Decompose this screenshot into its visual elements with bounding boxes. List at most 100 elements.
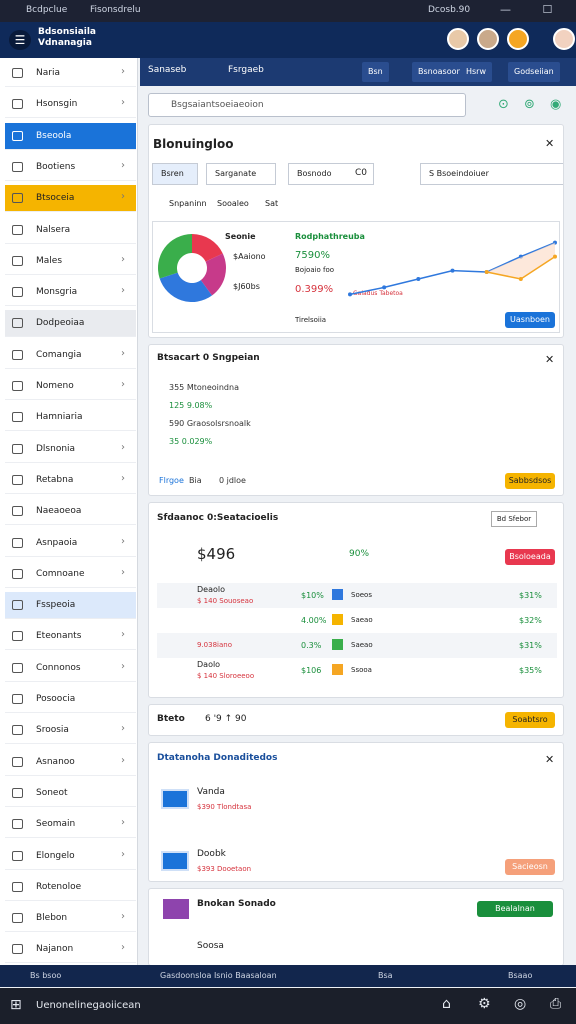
close[interactable]: ✕	[545, 353, 555, 366]
menu-button[interactable]: ☰	[9, 30, 31, 50]
avatar[interactable]	[507, 28, 529, 50]
trend-stat: 7590%	[295, 250, 330, 261]
field[interactable]: Bosnodo	[288, 163, 374, 185]
sidebar-item[interactable]: Eteonants ›	[5, 623, 136, 651]
item-icon	[12, 193, 23, 204]
sidebar-item[interactable]: Seomain ›	[5, 811, 136, 839]
item-label: Sroosia	[36, 725, 69, 736]
avatar[interactable]	[477, 28, 499, 50]
select[interactable]: S Bsoeindoiuer	[420, 163, 563, 185]
trend-title: Rodphathreuba	[295, 232, 365, 241]
sidebar-item[interactable]: Monsgria ›	[5, 279, 136, 307]
start-button[interactable]: ⊞	[10, 997, 22, 1013]
chevron: ›	[121, 285, 125, 297]
footer-label: Flrgoe	[159, 476, 184, 485]
sidebar-item[interactable]: Soneot	[5, 779, 136, 807]
tray-icon[interactable]: ⎙	[550, 996, 562, 1012]
sidebar-item[interactable]: Comnoane ›	[5, 560, 136, 588]
action-button[interactable]: Bealalnan	[477, 901, 553, 917]
item-label: Btsoceia	[36, 193, 75, 204]
sidebar-item[interactable]: Connonos ›	[5, 654, 136, 682]
status-item[interactable]: Bs bsoo	[30, 971, 62, 980]
sidebar-item[interactable]: Nomeno ›	[5, 373, 136, 400]
sidebar-item[interactable]: Hamniaria	[5, 404, 136, 432]
taskbar-label: Uenonelinegaoiicean	[36, 1000, 141, 1011]
close[interactable]: ✕	[545, 753, 555, 766]
card-title: Sfdaanoc 0:Seatacioelis	[157, 513, 279, 523]
status-item[interactable]: Gasdoonsloa Isnio Baasaloan	[160, 971, 277, 980]
filter-tab[interactable]: Sarganate	[206, 163, 276, 185]
dropdown[interactable]: Bd Sfebor	[491, 511, 537, 527]
status-item[interactable]: Bsa	[378, 971, 393, 980]
footer-label: 0 jdloe	[219, 476, 246, 485]
icon-button[interactable]: ⊚	[524, 97, 535, 112]
chevron: ›	[121, 660, 125, 672]
action-button[interactable]: Sacieosn	[505, 859, 555, 875]
sidebar-item[interactable]: Nalsera	[5, 216, 136, 244]
item-icon	[12, 255, 23, 266]
table-row: Daolo $ 140 Sloroeeoo $106 Ssooa $35%	[157, 658, 557, 683]
sidebar-item[interactable]: Posoocia	[5, 686, 136, 713]
icon-button[interactable]: ◉	[550, 97, 562, 112]
sidebar-item[interactable]: Naria ›	[5, 60, 136, 87]
sidebar-item[interactable]: Dodpeoiaa	[5, 310, 136, 338]
toolbar-button[interactable]: Hsrw	[460, 62, 493, 82]
chevron: ›	[121, 347, 125, 359]
item-label: Naeaoeoa	[36, 506, 82, 517]
sidebar-item[interactable]: Najanon ›	[5, 936, 136, 964]
row-swatch	[332, 639, 343, 650]
card: Btsacart 0 Sngpeian ✕ 355 Mtoneoindna 125 9…	[148, 344, 564, 496]
sidebar-item[interactable]: Rotenoloe	[5, 873, 136, 901]
avatar[interactable]	[553, 28, 575, 50]
action-button[interactable]: Uasnboen	[505, 312, 555, 328]
filter-tab[interactable]: Bsren	[152, 163, 198, 185]
status-bar: Bs bsoo Gasdoonsloa Isnio Baasaloan Bsa Bsa…	[0, 965, 576, 987]
sidebar-item[interactable]: Blebon ›	[5, 905, 136, 933]
sidebar-item[interactable]: Elongelo ›	[5, 842, 136, 870]
status-item[interactable]: Bsaao	[508, 971, 533, 980]
filter-label: Sooaleo	[217, 199, 249, 208]
row-pct: $10%	[301, 591, 324, 600]
close[interactable]: ✕	[545, 137, 555, 150]
sidebar-item[interactable]: Bootiens ›	[5, 153, 136, 181]
tray-icon[interactable]: ⌂	[442, 996, 451, 1012]
sidebar-item[interactable]: Naeaoeoa	[5, 498, 136, 526]
sidebar-item[interactable]: Retabna ›	[5, 466, 136, 494]
toolbar-button[interactable]: Bsn	[362, 62, 389, 82]
alert-button[interactable]: Bsoloeada	[505, 549, 555, 565]
chevron: ›	[121, 191, 125, 203]
item-icon	[12, 506, 23, 517]
sidebar-item[interactable]: Dlsnonia ›	[5, 435, 136, 463]
item-icon	[12, 318, 23, 329]
tab[interactable]: Fsrgaeb	[228, 65, 264, 75]
sidebar-item[interactable]: Btsoceia ›	[5, 185, 136, 213]
item-label: Retabna	[36, 474, 74, 485]
sidebar-item[interactable]: Hsonsgin ›	[5, 91, 136, 119]
card: Bnokan Sonado Soosa Bealalnan	[148, 888, 564, 966]
sidebar-item[interactable]: Sroosia ›	[5, 717, 136, 745]
sidebar-item[interactable]: Bseoola	[5, 122, 136, 150]
sidebar-item[interactable]: Comangia ›	[5, 341, 136, 369]
chevron: ›	[121, 472, 125, 484]
tray-icon[interactable]: ⚙	[478, 996, 491, 1012]
sidebar-item[interactable]: Males ›	[5, 247, 136, 275]
sidebar-item[interactable]: Asnanoo ›	[5, 748, 136, 776]
chevron: ›	[121, 66, 125, 77]
tab[interactable]: Sanaseb	[148, 65, 187, 75]
sidebar-item[interactable]: Asnpaoia ›	[5, 529, 136, 557]
tray-icon[interactable]: ◎	[514, 996, 527, 1012]
tab-name[interactable]: Fisonsdrelu	[90, 5, 141, 15]
search-box[interactable]: Bsgsaiantsoeiaeoion	[148, 93, 466, 117]
taskbar: ⊞ Uenonelinegaoiicean ⌂ ⚙ ◎ ⎙	[0, 988, 576, 1024]
donut-title: Seonie	[225, 232, 256, 241]
icon-button[interactable]: ⊙	[498, 97, 509, 112]
trend-note: Bojoaio foo	[295, 266, 335, 274]
toolbar-button[interactable]: Godseiian	[508, 62, 560, 82]
avatar[interactable]	[447, 28, 469, 50]
action-button[interactable]: Soabtsro	[505, 712, 555, 728]
item-icon	[12, 224, 23, 235]
toolbar-button[interactable]: Bsnoasoon	[412, 62, 468, 82]
sidebar-item[interactable]: Fsspeoia	[5, 592, 136, 620]
action-button[interactable]: Sabbsdsos	[505, 473, 555, 489]
wallet[interactable]: Dcosb.90	[428, 5, 471, 15]
